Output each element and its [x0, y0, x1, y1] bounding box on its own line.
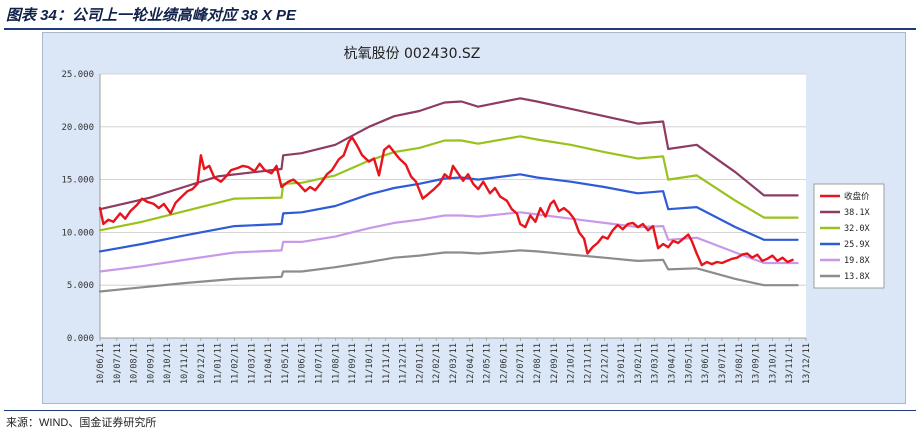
x-tick-label: 11/12/11: [399, 343, 409, 384]
x-tick-label: 12/11/11: [583, 343, 593, 384]
source-note: 来源：WIND、国金证券研究所: [6, 417, 157, 429]
legend-label: 32.0X: [844, 224, 870, 234]
series-line: [98, 97, 799, 211]
x-tick-label: 11/03/11: [247, 343, 257, 384]
x-tick-label: 12/06/11: [499, 343, 509, 384]
x-tick-label: 13/11/11: [785, 343, 795, 384]
x-tick-label: 12/09/11: [550, 343, 560, 384]
series-line: [98, 211, 799, 273]
chart-title: 杭氧股份 002430.SZ: [344, 46, 481, 62]
x-tick-label: 13/06/11: [701, 343, 711, 384]
x-tick-label: 12/12/11: [600, 343, 610, 384]
legend-label: 收盘价: [844, 191, 870, 202]
x-tick-label: 12/05/11: [483, 343, 493, 384]
x-tick-label: 11/08/11: [331, 343, 341, 384]
legend-label: 25.9X: [844, 240, 870, 250]
y-tick-label: 25.000: [61, 70, 94, 80]
x-tick-label: 11/04/11: [264, 343, 274, 384]
x-tick-label: 10/09/11: [146, 343, 156, 384]
series-line: [98, 249, 799, 293]
x-tick-label: 11/10/11: [365, 343, 375, 384]
x-tick-label: 11/09/11: [348, 343, 358, 384]
x-tick-label: 13/05/11: [684, 343, 694, 384]
y-tick-label: 5.000: [67, 281, 94, 291]
series-line: [98, 136, 794, 267]
x-tick-label: 11/05/11: [281, 343, 291, 384]
x-tick-label: 13/02/11: [634, 343, 644, 384]
x-tick-label: 10/08/11: [130, 343, 140, 384]
x-tick-label: 12/02/11: [432, 343, 442, 384]
x-tick-label: 13/07/11: [718, 343, 728, 384]
x-tick-label: 13/10/11: [768, 343, 778, 384]
y-tick-label: 0.000: [67, 334, 94, 344]
x-tick-label: 13/08/11: [735, 343, 745, 384]
x-tick-label: 12/10/11: [567, 343, 577, 384]
x-tick-label: 11/06/11: [298, 343, 308, 384]
x-tick-label: 10/07/11: [113, 343, 123, 384]
plot-area: [100, 74, 806, 338]
x-tick-label: 13/12/11: [802, 343, 812, 384]
page-title: 图表 34：公司上一轮业绩高峰对应 38 X PE: [6, 7, 297, 24]
x-tick-label: 10/11/11: [180, 343, 190, 384]
legend-box: [813, 183, 885, 289]
pe-band-chart: 杭氧股份 002430.SZ 0.000 5.000 10.000 15.000 20.…: [61, 46, 885, 384]
x-tick-label: 10/06/11: [96, 343, 106, 384]
x-tick-label: 11/07/11: [315, 343, 325, 384]
x-tick-label: 13/04/11: [668, 343, 678, 384]
x-tick-label: 13/01/11: [617, 343, 627, 384]
x-tick-label: 12/04/11: [466, 343, 476, 384]
title-divider: [4, 28, 916, 30]
x-tick-label: 11/02/11: [230, 343, 240, 384]
series-line: [98, 135, 799, 232]
y-tick-label: 10.000: [61, 228, 94, 238]
legend-label: 38.1X: [844, 208, 870, 218]
x-tick-label: 12/07/11: [516, 343, 526, 384]
x-tick-label: 11/01/11: [214, 343, 224, 384]
x-tick-label: 13/03/11: [651, 343, 661, 384]
footer-divider: [4, 410, 916, 411]
x-tick-label: 10/12/11: [197, 343, 207, 384]
x-tick-label: 10/10/11: [163, 343, 173, 384]
x-tick-label: 12/01/11: [415, 343, 425, 384]
legend-label: 19.8X: [844, 256, 870, 266]
x-tick-label: 11/11/11: [382, 343, 392, 384]
x-tick-label: 12/08/11: [533, 343, 543, 384]
x-tick-label: 13/09/11: [752, 343, 762, 384]
legend-label: 13.8X: [844, 272, 870, 282]
y-tick-label: 20.000: [61, 123, 94, 133]
x-tick-label: 12/03/11: [449, 343, 459, 384]
y-tick-label: 15.000: [61, 176, 94, 186]
